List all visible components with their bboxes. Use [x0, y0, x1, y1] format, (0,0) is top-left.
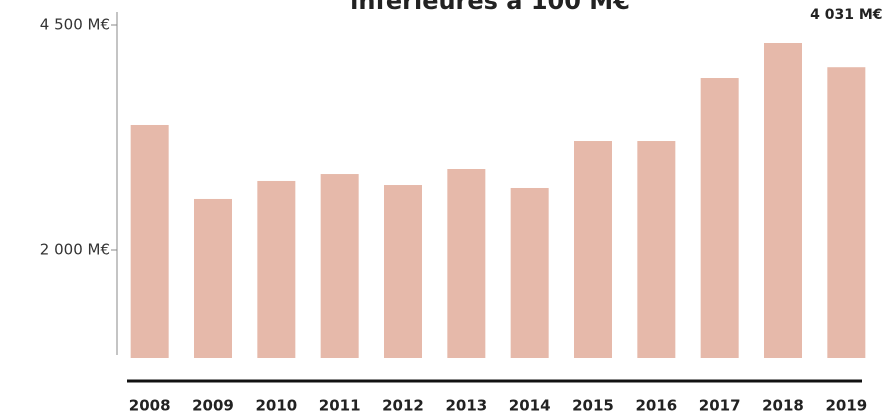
x-tick-label: 2016	[635, 397, 677, 412]
bar	[827, 67, 866, 359]
bar	[510, 187, 549, 358]
value-label: 4 031 M€	[810, 7, 882, 23]
x-tick-label: 2010	[255, 397, 297, 412]
bar	[257, 180, 296, 358]
x-tick-label: 2008	[129, 397, 171, 412]
x-tick-label: 2012	[382, 397, 424, 412]
x-tick-label: 2015	[572, 397, 614, 412]
x-tick-label: 2009	[192, 397, 234, 412]
bar	[384, 185, 422, 358]
bar	[194, 198, 232, 358]
bar	[574, 141, 612, 358]
bar	[447, 169, 486, 358]
x-tick-label: 2019	[825, 397, 867, 412]
x-tick-label: 2014	[509, 397, 551, 412]
bar	[320, 174, 359, 358]
bar	[637, 141, 676, 358]
x-tick-label: 2013	[445, 397, 487, 412]
bar	[130, 124, 169, 359]
y-tick-label: 4 500 M€	[40, 16, 110, 34]
chart-title: inférieures à 100 M€	[350, 0, 630, 15]
bar	[764, 43, 802, 358]
x-tick-label: 2018	[762, 397, 804, 412]
y-tick-label: 2 000 M€	[40, 241, 110, 259]
bar	[700, 78, 739, 358]
x-tick-label: 2011	[319, 397, 361, 412]
x-tick-label: 2017	[699, 397, 741, 412]
